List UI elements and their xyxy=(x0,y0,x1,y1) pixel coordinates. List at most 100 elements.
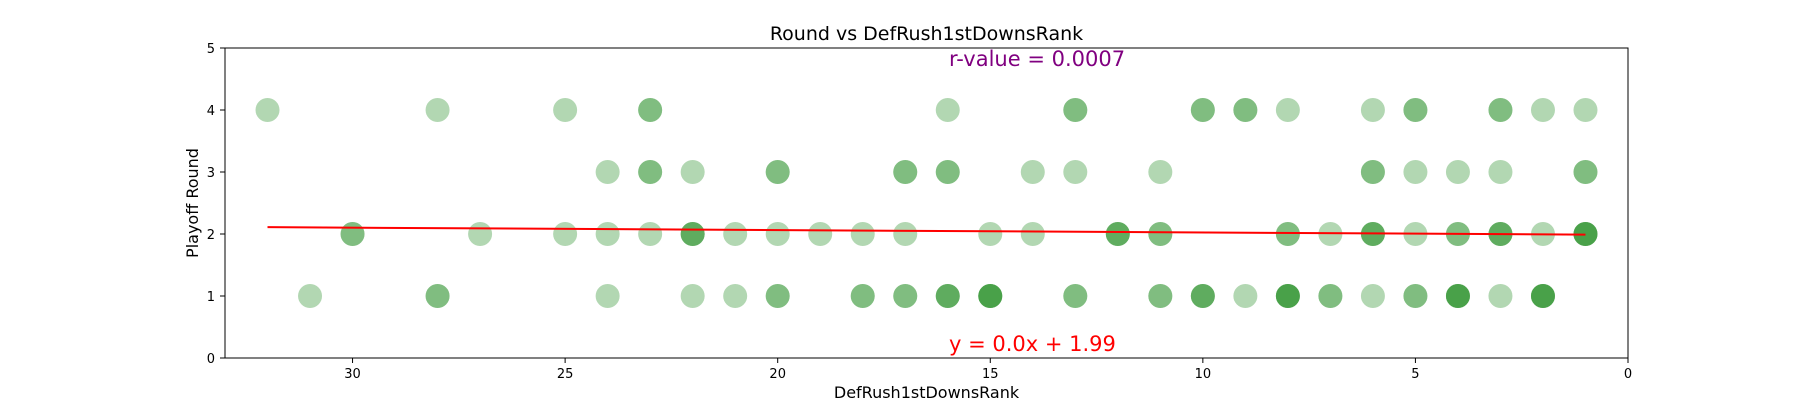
data-point xyxy=(255,98,280,122)
data-point xyxy=(425,284,450,308)
data-point xyxy=(1063,284,1088,308)
data-point xyxy=(1360,160,1385,184)
data-point xyxy=(935,160,960,184)
data-point xyxy=(978,284,1003,308)
data-point xyxy=(765,160,790,184)
plot-frame xyxy=(224,47,1629,359)
data-point xyxy=(340,222,365,246)
chart-title: Round vs DefRush1stDownsRank xyxy=(770,23,1083,45)
data-point xyxy=(1318,284,1343,308)
data-point xyxy=(1403,284,1428,308)
x-tick-label: 25 xyxy=(557,367,574,382)
data-point xyxy=(680,222,705,246)
data-point xyxy=(298,284,323,308)
data-point xyxy=(1190,284,1215,308)
y-tick-label: 0 xyxy=(207,352,215,367)
data-point xyxy=(680,284,705,308)
y-axis-ticks: 0 1 2 3 4 5 xyxy=(207,42,225,367)
x-tick-label: 5 xyxy=(1411,367,1419,382)
data-point xyxy=(1445,284,1470,308)
data-point xyxy=(1233,284,1258,308)
y-tick-label: 3 xyxy=(207,166,215,181)
data-point xyxy=(553,222,578,246)
data-point xyxy=(723,284,748,308)
data-point xyxy=(1063,98,1088,122)
data-point xyxy=(893,160,918,184)
data-point xyxy=(1530,284,1555,308)
data-point xyxy=(1530,284,1555,308)
data-point xyxy=(765,284,790,308)
data-point xyxy=(935,160,960,184)
data-point xyxy=(1445,284,1470,308)
data-point xyxy=(1275,284,1300,308)
data-point xyxy=(1063,160,1088,184)
data-point xyxy=(1403,98,1428,122)
data-point xyxy=(1148,284,1173,308)
data-point xyxy=(1530,284,1555,308)
y-tick-label: 2 xyxy=(207,228,215,243)
data-point xyxy=(1275,222,1300,246)
data-point xyxy=(680,160,705,184)
x-tick-label: 30 xyxy=(344,367,361,382)
data-point xyxy=(1148,222,1173,246)
data-point xyxy=(765,284,790,308)
data-point xyxy=(978,284,1003,308)
data-point xyxy=(1190,284,1215,308)
data-point xyxy=(1148,160,1173,184)
y-tick-label: 5 xyxy=(207,42,215,57)
data-point xyxy=(1360,160,1385,184)
data-point xyxy=(595,160,620,184)
data-point xyxy=(1105,222,1130,246)
data-point xyxy=(1530,98,1555,122)
data-point xyxy=(723,222,748,246)
data-point xyxy=(1445,284,1470,308)
data-point xyxy=(1233,98,1258,122)
data-point xyxy=(1020,222,1045,246)
data-point xyxy=(680,222,705,246)
data-point xyxy=(1318,284,1343,308)
y-tick-label: 1 xyxy=(207,290,215,305)
data-point xyxy=(1190,98,1215,122)
data-point xyxy=(935,284,960,308)
data-point xyxy=(638,160,663,184)
regression-line-layer xyxy=(267,226,1586,236)
data-point xyxy=(1403,98,1428,122)
data-point xyxy=(553,98,578,122)
data-point xyxy=(638,222,663,246)
data-point xyxy=(850,284,875,308)
data-point xyxy=(1063,98,1088,122)
data-point xyxy=(680,222,705,246)
x-tick-label: 10 xyxy=(1195,367,1212,382)
data-point xyxy=(978,284,1003,308)
data-point xyxy=(1275,284,1300,308)
data-point xyxy=(638,98,663,122)
x-tick-label: 15 xyxy=(982,367,999,382)
data-point xyxy=(1445,284,1470,308)
x-axis-ticks: 30 25 20 15 10 5 0 xyxy=(344,358,1632,382)
data-point xyxy=(893,284,918,308)
x-tick-label: 0 xyxy=(1624,367,1632,382)
data-point xyxy=(1148,284,1173,308)
data-point xyxy=(893,222,918,246)
data-point xyxy=(1275,284,1300,308)
data-point xyxy=(595,222,620,246)
data-point xyxy=(1530,284,1555,308)
data-point xyxy=(935,284,960,308)
data-point xyxy=(935,284,960,308)
data-point xyxy=(1275,284,1300,308)
data-point xyxy=(1190,98,1215,122)
data-point xyxy=(978,222,1003,246)
data-point xyxy=(638,160,663,184)
r-value-annotation: r-value = 0.0007 xyxy=(949,47,1125,71)
data-point xyxy=(425,98,450,122)
x-axis-label: DefRush1stDownsRank xyxy=(834,383,1020,400)
regression-line xyxy=(267,226,1586,236)
data-point xyxy=(765,222,790,246)
data-point xyxy=(1488,98,1513,122)
data-point xyxy=(1488,98,1513,122)
data-point xyxy=(1445,160,1470,184)
data-point xyxy=(1573,98,1598,122)
data-point xyxy=(1148,222,1173,246)
data-point xyxy=(1063,284,1088,308)
